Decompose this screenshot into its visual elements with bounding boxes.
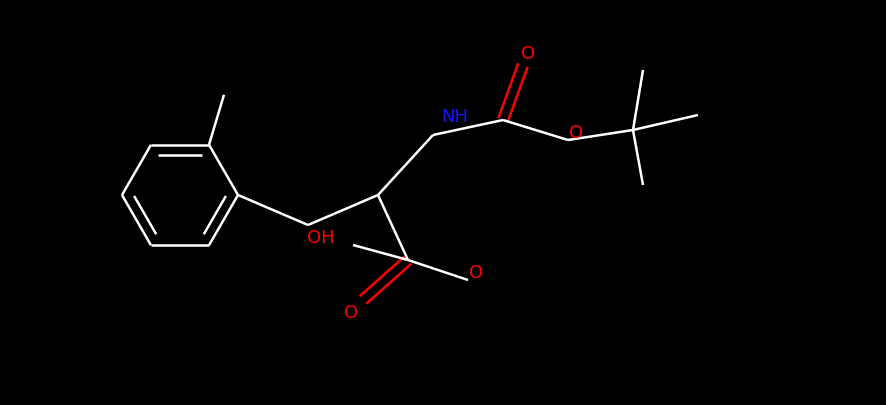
Text: O: O: [569, 124, 583, 142]
Text: O: O: [469, 263, 483, 281]
Text: O: O: [344, 303, 358, 321]
Text: NH: NH: [441, 108, 468, 126]
Text: O: O: [521, 45, 535, 63]
Text: OH: OH: [307, 228, 335, 246]
